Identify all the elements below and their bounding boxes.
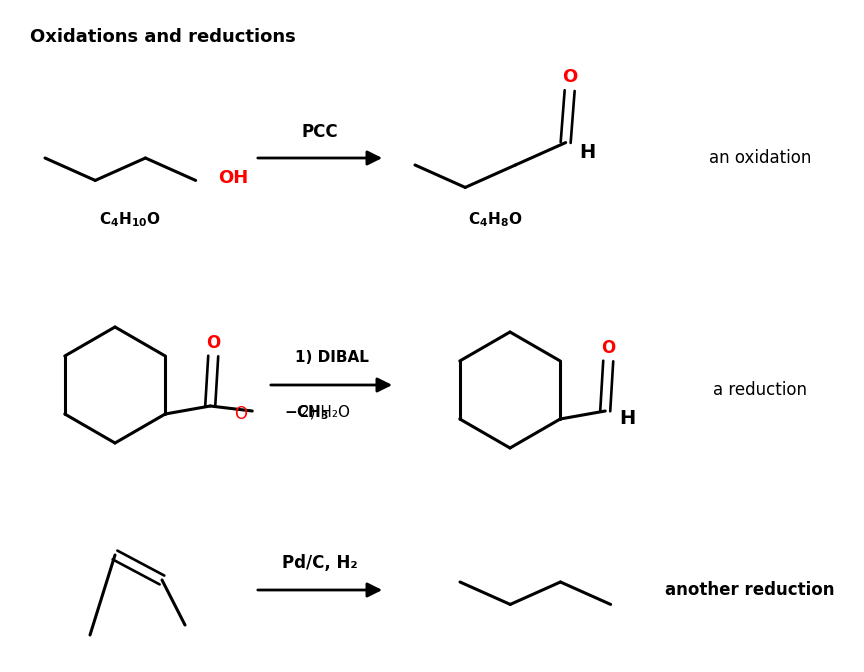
Text: 1) DIBAL: 1) DIBAL	[295, 351, 369, 366]
Text: another reduction: another reduction	[665, 581, 835, 599]
Text: Pd/C, H₂: Pd/C, H₂	[283, 554, 358, 572]
Text: O: O	[601, 339, 615, 357]
Text: H: H	[580, 143, 596, 162]
Text: $\mathbf{C_4H_{10}O}$: $\mathbf{C_4H_{10}O}$	[99, 210, 161, 229]
Text: Oxidations and reductions: Oxidations and reductions	[30, 28, 295, 46]
Text: OH: OH	[218, 169, 248, 187]
Text: O: O	[562, 68, 577, 85]
Text: PCC: PCC	[302, 123, 339, 141]
Text: H: H	[619, 409, 635, 429]
Text: O: O	[206, 334, 220, 352]
Text: 2) H₂O: 2) H₂O	[300, 405, 350, 419]
Text: O: O	[234, 405, 247, 423]
Text: an oxidation: an oxidation	[708, 149, 811, 167]
Text: $\mathbf{C_4H_8O}$: $\mathbf{C_4H_8O}$	[468, 210, 522, 229]
Text: a reduction: a reduction	[713, 381, 807, 399]
Text: $\mathbf{-CH_3}$: $\mathbf{-CH_3}$	[284, 404, 330, 422]
